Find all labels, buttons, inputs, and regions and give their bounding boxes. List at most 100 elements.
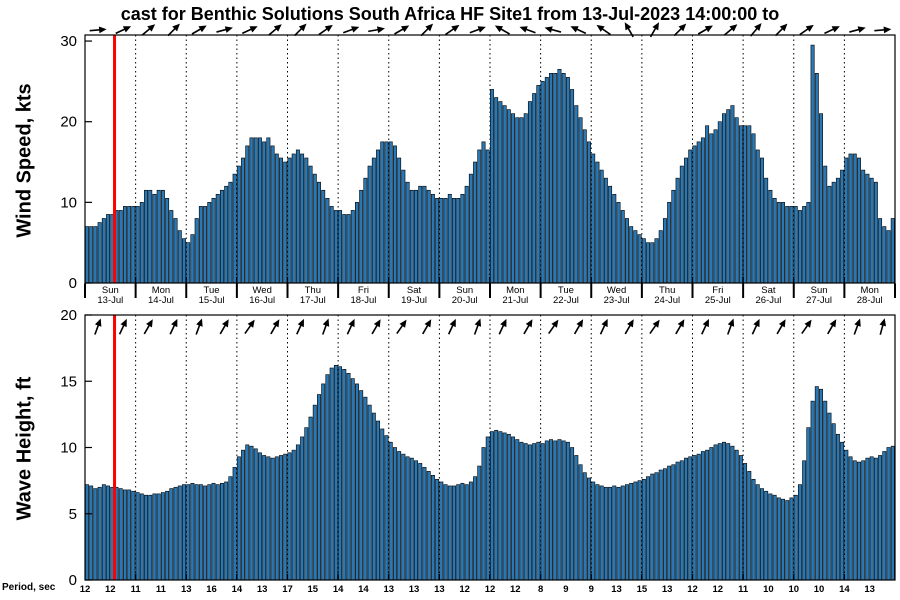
- period-value: 12: [459, 584, 470, 595]
- day-label: Wed 16-Jul: [249, 285, 275, 306]
- wave-height-bar: [85, 484, 89, 581]
- y-tick-label: 5: [69, 506, 77, 523]
- wind-speed-bar: [667, 202, 672, 284]
- day-label-date: 22-Jul: [553, 295, 579, 306]
- wind-direction-arrow: [167, 23, 180, 37]
- wind-speed-bar: [527, 101, 532, 284]
- wave-height-bar: [135, 492, 140, 581]
- day-label-weekday: Mon: [506, 285, 524, 296]
- wind-speed-bar: [359, 189, 364, 284]
- wind-speed-bar: [131, 206, 136, 284]
- wave-direction-arrow: [498, 318, 507, 335]
- period-value: 12: [687, 584, 698, 595]
- wave-height-bar: [595, 484, 600, 581]
- day-label-date: 13-Jul: [97, 295, 123, 306]
- wave-height-bar: [139, 493, 144, 581]
- y-tick-label: 20: [60, 307, 77, 324]
- wave-height-bar: [321, 383, 326, 581]
- wave-height-bar: [308, 416, 313, 581]
- wind-direction-arrow: [293, 23, 307, 37]
- period-value: 14: [232, 584, 243, 595]
- wave-height-bar: [793, 494, 798, 581]
- period-value: 9: [563, 584, 568, 595]
- wind-direction-arrow: [799, 24, 814, 36]
- wave-direction-arrow-head: [196, 318, 203, 327]
- wind-speed-bar: [279, 157, 283, 284]
- wind-direction-arrow-head: [401, 25, 410, 33]
- wave-direction-arrow: [118, 318, 127, 335]
- wave-height-bar: [439, 481, 444, 581]
- wave-height-bar: [557, 439, 562, 581]
- wind-speed-bar: [549, 73, 553, 284]
- wave-height-bar: [730, 445, 735, 581]
- period-value: 12: [713, 584, 724, 595]
- wind-speed-bar: [781, 202, 786, 284]
- wind-direction-arrow: [268, 24, 282, 36]
- wave-height-bar: [291, 449, 296, 581]
- wave-height-bar: [658, 469, 663, 581]
- wind-speed-bar: [587, 141, 591, 284]
- wind-speed-bar: [211, 198, 216, 284]
- wave-height-bar: [494, 429, 499, 581]
- wind-speed-bar: [747, 125, 752, 284]
- day-label-weekday: Mon: [152, 285, 170, 296]
- wave-height-bar: [570, 447, 575, 581]
- wind-speed-bar: [591, 153, 596, 284]
- wind-direction-arrow-head: [857, 26, 866, 33]
- wave-height-bar: [384, 435, 389, 581]
- day-label: Fri 18-Jul: [351, 285, 377, 306]
- wind-speed-bar: [447, 193, 452, 284]
- day-label-weekday: Thu: [659, 285, 675, 296]
- wind-speed-bar: [363, 177, 368, 284]
- wave-height-bar: [857, 461, 861, 581]
- wave-height-bar: [198, 484, 203, 581]
- wind-speed-bar: [696, 141, 701, 284]
- wind-speed-bar: [127, 206, 132, 284]
- wind-direction-arrow-head: [198, 25, 207, 33]
- wind-direction-arrow-head: [122, 26, 132, 33]
- day-label-date: 26-Jul: [756, 295, 782, 306]
- wind-speed-bar: [561, 73, 566, 284]
- wind-speed-bar: [878, 218, 883, 284]
- period-value: 12: [105, 584, 116, 595]
- wave-direction-arrow: [624, 319, 634, 335]
- wave-height-bar: [473, 476, 478, 581]
- wave-height-bar: [679, 460, 684, 581]
- period-value: 11: [131, 584, 142, 595]
- wind-speed-bar: [139, 202, 144, 284]
- wind-speed-bar: [435, 198, 440, 284]
- wind-speed-bar: [494, 97, 499, 284]
- day-label-weekday: Tue: [558, 285, 574, 296]
- wind-speed-bar: [515, 117, 520, 284]
- wave-height-bar: [300, 436, 305, 581]
- day-label: Fri 25-Jul: [705, 285, 731, 306]
- wave-direction-arrow-head: [854, 318, 861, 327]
- wind-speed-bar: [578, 117, 583, 284]
- wind-speed-bar: [135, 206, 140, 284]
- day-label-weekday: Sun: [456, 285, 473, 296]
- wind-speed-bar: [738, 125, 743, 284]
- wave-height-bar: [781, 498, 786, 581]
- wind-speed-bar: [477, 149, 482, 284]
- wave-direction-arrow-head: [171, 318, 178, 328]
- wave-height-bar: [249, 445, 254, 581]
- wind-speed-bar: [392, 145, 397, 284]
- wind-speed-bar: [624, 218, 629, 284]
- wind-direction-arrow-head: [249, 26, 258, 33]
- period-value: 13: [611, 584, 622, 595]
- wind-speed-bar: [629, 226, 634, 284]
- wind-speed-bar: [165, 198, 170, 284]
- wave-height-bar: [840, 441, 845, 581]
- wind-direction-arrow: [394, 25, 410, 35]
- wave-direction-arrow: [726, 318, 735, 335]
- wave-height-bar: [270, 457, 275, 581]
- wave-height-bar: [363, 396, 368, 581]
- wave-height-bar: [802, 460, 807, 581]
- day-label-weekday: Sat: [407, 285, 422, 296]
- wave-direction-arrow-head: [322, 318, 330, 327]
- period-axis-label: Period, sec: [2, 582, 56, 593]
- wind-speed-bar: [182, 238, 186, 284]
- wind-speed-bar: [329, 206, 334, 284]
- wind-direction-arrow: [368, 26, 385, 34]
- wave-height-bar: [342, 369, 347, 581]
